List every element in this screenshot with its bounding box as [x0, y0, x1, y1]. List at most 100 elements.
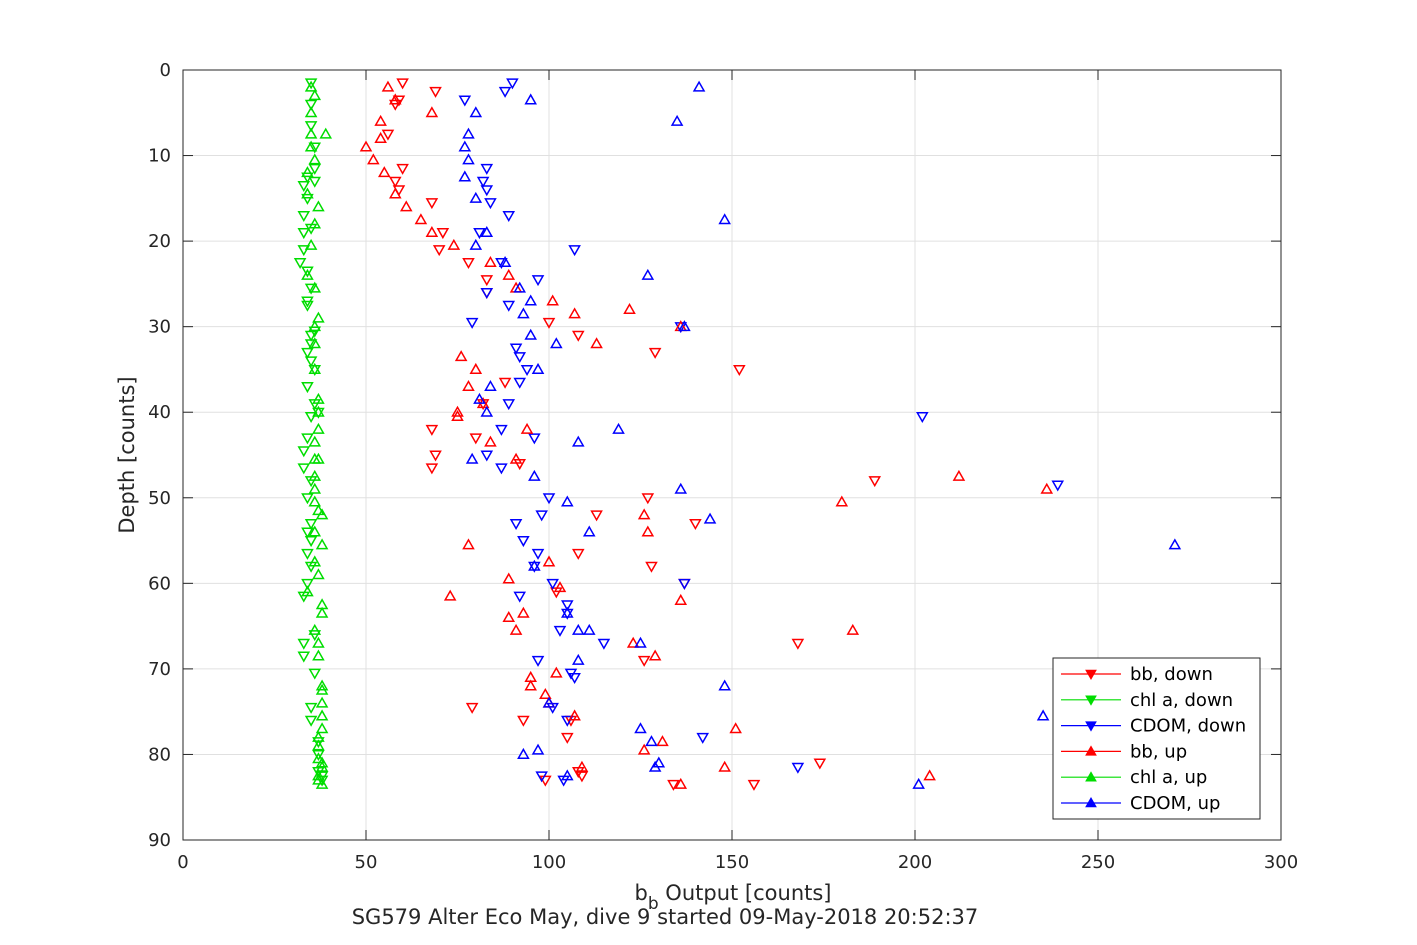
legend-box: [1052, 657, 1261, 820]
data-point: [575, 771, 589, 783]
data-point: [645, 735, 658, 747]
data-point: [553, 625, 567, 637]
data-point: [462, 538, 475, 550]
data-point: [542, 696, 556, 708]
data-point: [513, 281, 527, 293]
data-point: [480, 226, 494, 238]
data-point: [513, 377, 527, 389]
series-chl-a-up: [301, 80, 333, 789]
data-point: [502, 300, 516, 312]
data-point: [304, 78, 318, 90]
data-point: [304, 412, 318, 424]
data-point: [582, 623, 596, 635]
y-tick-label: 30: [148, 317, 171, 338]
x-axis-label: bb Output [counts]: [634, 881, 831, 914]
data-point: [561, 606, 574, 618]
legend-entry-label: bb, down: [1130, 664, 1213, 685]
data-point: [462, 127, 475, 139]
data-point: [308, 217, 322, 229]
data-point: [312, 752, 325, 764]
data-point: [473, 392, 486, 404]
data-point: [451, 409, 464, 421]
data-point: [509, 343, 523, 355]
data-point: [388, 176, 402, 188]
data-point: [868, 476, 882, 488]
data-point: [315, 722, 329, 734]
data-point: [388, 93, 402, 105]
data-point: [396, 78, 409, 90]
data-point: [304, 356, 318, 368]
data-point: [469, 433, 483, 445]
data-point: [359, 140, 373, 152]
series-bb-up: [359, 80, 1054, 789]
data-point: [484, 198, 497, 210]
data-point: [674, 482, 688, 494]
data-point: [304, 536, 318, 548]
data-point: [502, 611, 516, 623]
data-point: [571, 653, 585, 665]
data-point: [528, 559, 541, 571]
data-point: [484, 435, 497, 447]
data-point: [429, 450, 442, 462]
data-point: [520, 364, 534, 376]
y-tick-label: 80: [148, 744, 171, 765]
data-point: [546, 294, 559, 306]
data-point: [952, 469, 966, 481]
y-tick-label: 90: [148, 830, 171, 851]
data-point: [301, 578, 314, 590]
data-point: [656, 735, 669, 747]
data-point: [692, 80, 706, 92]
data-point: [747, 779, 761, 791]
data-point: [297, 651, 311, 663]
data-point: [312, 737, 325, 749]
x-tick-label: 300: [1264, 852, 1298, 873]
data-point: [531, 743, 545, 755]
data-point: [495, 424, 508, 436]
data-point: [301, 268, 314, 280]
data-point: [718, 679, 731, 691]
data-point: [312, 311, 325, 323]
data-point: [568, 709, 581, 721]
data-point: [399, 200, 413, 212]
data-point: [539, 688, 552, 700]
data-point: [367, 153, 380, 165]
series-cdom-up: [458, 80, 1182, 789]
data-point: [571, 330, 585, 342]
data-point: [561, 495, 574, 507]
data-point: [308, 469, 322, 481]
data-point: [480, 450, 494, 462]
data-point: [561, 732, 574, 744]
data-point: [480, 275, 494, 287]
data-point: [568, 672, 581, 684]
data-point: [480, 185, 494, 197]
data-point: [476, 176, 490, 188]
data-point: [502, 210, 516, 222]
data-point: [597, 638, 611, 650]
data-point: [835, 495, 849, 507]
data-point: [297, 463, 311, 475]
data-point: [674, 593, 688, 605]
x-tick-label: 200: [898, 852, 932, 873]
data-point: [718, 760, 731, 772]
legend-entry-label: bb, up: [1130, 741, 1187, 762]
data-point: [429, 86, 442, 98]
data-point: [414, 213, 428, 225]
y-tick-label: 70: [148, 659, 171, 680]
data-point: [315, 777, 329, 789]
data-point: [637, 743, 651, 755]
data-point: [718, 213, 731, 225]
data-point: [315, 683, 329, 695]
x-tick-label: 50: [355, 852, 378, 873]
data-point: [301, 433, 314, 445]
data-point: [293, 258, 307, 270]
data-point: [637, 655, 651, 667]
data-point: [425, 463, 439, 475]
data-point: [304, 140, 318, 152]
x-tick-label: 150: [715, 852, 749, 873]
data-point: [312, 739, 325, 751]
data-point: [571, 623, 585, 635]
data-point: [308, 482, 322, 494]
legend-entry-label: CDOM, up: [1130, 793, 1220, 814]
data-point: [517, 715, 530, 727]
data-point: [312, 422, 325, 434]
